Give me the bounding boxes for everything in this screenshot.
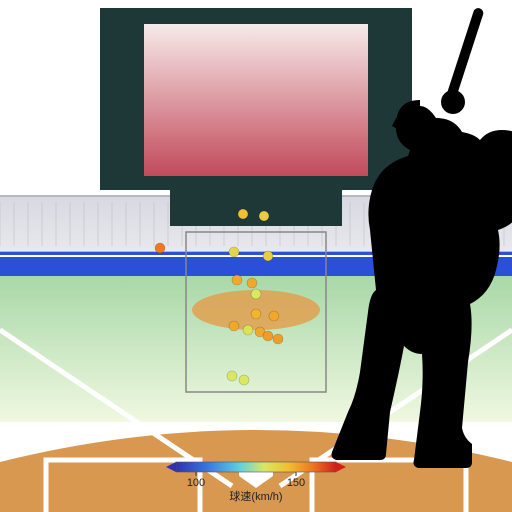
pitch-point: [229, 247, 239, 257]
pitch-point: [269, 311, 279, 321]
pitch-point: [251, 309, 261, 319]
pitch-point: [243, 325, 253, 335]
speed-label: 球速(km/h): [229, 489, 282, 503]
pitch-point: [232, 275, 242, 285]
pitch-location-chart: 100 150 球速(km/h): [0, 0, 512, 512]
pitch-point: [259, 211, 269, 221]
pitch-point: [263, 251, 273, 261]
pitch-point: [229, 321, 239, 331]
speed-colorbar: [176, 462, 336, 472]
speed-tick: 100: [187, 477, 205, 489]
pitch-point: [239, 375, 249, 385]
pitch-point: [247, 278, 257, 288]
pitch-point: [263, 331, 273, 341]
pitch-point: [238, 209, 248, 219]
pitch-point: [251, 289, 261, 299]
pitch-point: [227, 371, 237, 381]
pitch-point: [155, 243, 165, 253]
chart-svg: 100 150 球速(km/h): [0, 0, 512, 512]
speed-tick: 150: [287, 477, 305, 489]
pitch-point: [273, 334, 283, 344]
